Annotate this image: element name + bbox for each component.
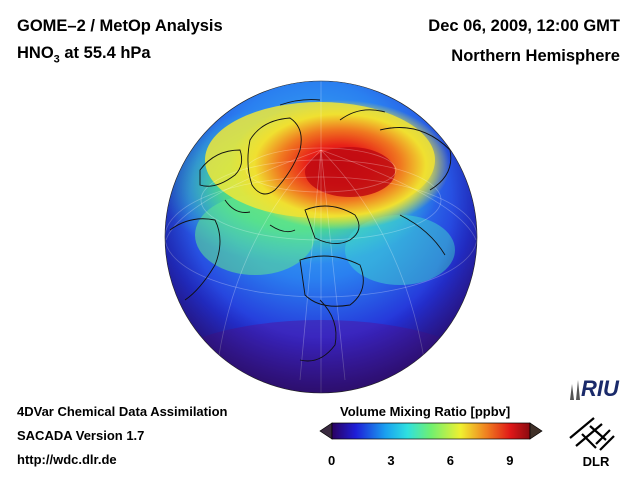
species-subscript: 3 [53,53,60,66]
dlr-logo: DLR [569,417,615,469]
colorbar-tick-label: 6 [446,453,455,468]
species-name: HNO [17,44,54,62]
version-label: SACADA Version 1.7 [17,428,145,443]
region-label: Northern Hemisphere [451,47,620,65]
datetime-label: Dec 06, 2009, 12:00 GMT [428,17,620,35]
colorbar-tick-label: 0 [328,453,336,468]
pressure-level: at 55.4 hPa [59,44,151,62]
dlr-logo-text: DLR [583,454,610,469]
url-link[interactable]: http://wdc.dlr.de [17,452,117,467]
colorbar-label: Volume Mixing Ratio [ppbv] [340,404,511,419]
dlr-emblem-icon [569,417,615,451]
riu-logo: RIU [566,372,628,404]
species-label: HNO3 at 55.4 hPa [17,44,151,65]
map-title: GOME–2 / MetOp Analysis [17,17,223,35]
colorbar-gradient [331,422,531,440]
riu-cathedral-icon [570,380,580,400]
method-label: 4DVar Chemical Data Assimilation [17,404,228,419]
colorbar-max-arrow [529,422,543,440]
colorbar-tick-label: 3 [387,453,395,468]
colorbar-min-arrow [319,422,333,440]
riu-logo-text: RIU [581,376,620,401]
globe-field [165,81,477,393]
colorbar-tick-label: 9 [506,453,514,468]
colorbar [319,422,543,440]
